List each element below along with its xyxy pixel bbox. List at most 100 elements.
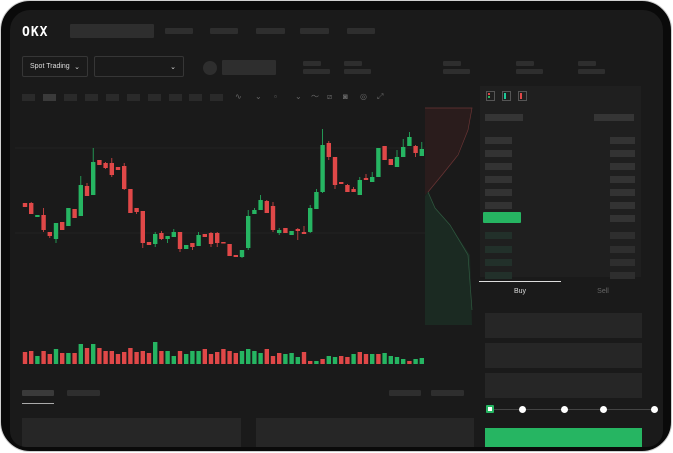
stat-value [578, 69, 605, 74]
market-type-dropdown[interactable]: Spot Trading ⌄ [22, 56, 88, 77]
candle [115, 167, 121, 170]
bids-only-icon[interactable] [502, 91, 511, 101]
nav-item[interactable] [256, 28, 285, 34]
candle [91, 148, 96, 195]
timeframe-button[interactable] [148, 94, 161, 101]
candle [208, 232, 214, 247]
asks-only-icon[interactable] [518, 91, 527, 101]
tab-order-history[interactable] [67, 390, 100, 396]
pair-dropdown[interactable]: ⌄ [94, 56, 184, 77]
timeframe-button[interactable] [64, 94, 77, 101]
candle-body [35, 215, 40, 217]
candle [41, 208, 46, 232]
total-input[interactable] [485, 373, 642, 398]
ask-amount [610, 189, 635, 196]
timeframe-button[interactable] [106, 94, 119, 101]
nav-item[interactable] [347, 28, 375, 34]
camera-icon[interactable]: ◙ [343, 92, 348, 101]
bid-price [485, 272, 512, 279]
nav-item[interactable] [300, 28, 329, 34]
filter-button[interactable] [389, 390, 421, 396]
candle-body [140, 211, 145, 243]
volume-bar [363, 354, 369, 364]
price-input[interactable] [485, 313, 642, 338]
candle-body [394, 157, 400, 167]
orders-panel [22, 418, 241, 447]
depth-asks-line [425, 107, 473, 193]
volume-bar [22, 352, 28, 364]
candle-body [84, 186, 90, 196]
volume-bar [97, 348, 102, 364]
volume-bar [407, 361, 412, 364]
volume-bar [103, 351, 108, 364]
timeframe-button-active[interactable] [43, 94, 56, 101]
candle [258, 195, 263, 210]
stat-label [303, 61, 321, 66]
candle-body [41, 215, 46, 230]
timeframe-button[interactable] [210, 94, 223, 101]
candle [60, 222, 65, 230]
slider-node-25[interactable] [519, 406, 526, 413]
slider-node-75[interactable] [600, 406, 607, 413]
volume-bar [239, 351, 245, 364]
candlestick-chart[interactable] [10, 10, 480, 380]
slider-track[interactable] [490, 409, 656, 410]
volume-bar [258, 353, 263, 364]
amount-input[interactable] [485, 343, 642, 368]
slider-node-100[interactable] [651, 406, 658, 413]
timeframe-button[interactable] [127, 94, 140, 101]
search-input[interactable] [70, 24, 154, 38]
volume-bar [289, 353, 294, 364]
candle [357, 177, 362, 195]
candle [376, 148, 381, 177]
nav-item[interactable] [210, 28, 238, 34]
template-icon[interactable]: ▫ [274, 92, 277, 101]
app-screen: OKX Spot Trading ⌄ ⌄ ∿ ⌄ ▫ ⌄ 〜 ⧄ ◙ ◎ ⤢ [10, 10, 663, 447]
stat-label [578, 61, 596, 66]
candle [283, 228, 288, 233]
coin-icon [203, 61, 217, 75]
tab-buy[interactable]: Buy [513, 288, 527, 295]
candle [153, 232, 158, 247]
candle-body [159, 233, 164, 239]
candle [72, 209, 77, 218]
candle [35, 215, 40, 217]
candle [270, 202, 276, 232]
ruler-icon[interactable]: ⧄ [327, 92, 333, 101]
candle [326, 141, 331, 160]
candle [314, 189, 319, 209]
fullscreen-icon[interactable]: ⤢ [377, 92, 384, 101]
candle [171, 229, 176, 237]
candle [78, 176, 83, 216]
ask-price [485, 150, 512, 157]
tab-open-orders[interactable] [22, 390, 54, 396]
candle [320, 129, 325, 193]
orderbook-header-price [485, 114, 523, 121]
chevron-down-icon[interactable]: ⌄ [295, 92, 302, 101]
timeframe-button[interactable] [85, 94, 98, 101]
filter-button[interactable] [431, 390, 464, 396]
timeframe-button[interactable] [169, 94, 182, 101]
okx-logo: OKX [22, 25, 49, 40]
indicator-icon[interactable]: ⌄ [255, 92, 262, 101]
tab-sell[interactable]: Sell [597, 288, 609, 295]
timeframe-button[interactable] [22, 94, 35, 101]
volume-bar [314, 361, 319, 364]
buy-button[interactable] [485, 428, 642, 447]
nav-item[interactable] [165, 28, 193, 34]
pair-name [222, 60, 276, 75]
both-sides-icon[interactable] [486, 91, 495, 101]
volume-bar [78, 344, 83, 364]
timeframe-button[interactable] [189, 94, 202, 101]
candle-body [47, 232, 52, 236]
candle [246, 210, 251, 250]
slider-node-50[interactable] [561, 406, 568, 413]
settings-icon[interactable]: ◎ [360, 92, 367, 101]
ask-amount [610, 176, 635, 183]
candle [190, 243, 195, 250]
slider-handle[interactable] [486, 405, 494, 413]
line-tool-icon[interactable]: 〜 [311, 92, 319, 101]
candle [401, 139, 406, 157]
candle-body [171, 232, 176, 237]
chart-type-icon[interactable]: ∿ [235, 92, 242, 101]
